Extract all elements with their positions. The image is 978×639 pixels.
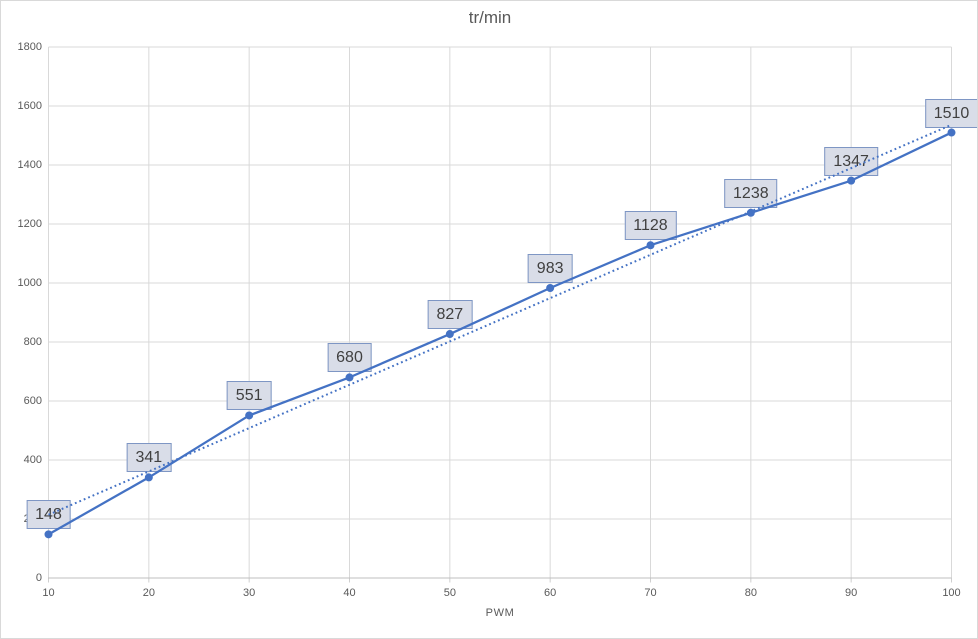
x-axis-tick-label: 50 — [443, 587, 456, 599]
x-axis-tick-label: 100 — [942, 587, 961, 599]
chart-title: tr/min — [468, 8, 512, 27]
data-label: 1128 — [624, 211, 677, 241]
x-axis-tick-label: 30 — [243, 587, 256, 599]
data-label: 983 — [527, 254, 573, 283]
x-axis-tick-label: 10 — [42, 587, 55, 599]
x-axis-title: PWM — [485, 607, 515, 619]
data-label: 1238 — [724, 178, 778, 208]
y-axis-tick-label: 1000 — [17, 276, 42, 289]
x-axis-tick-label: 80 — [744, 587, 757, 599]
y-axis-tick-label: 1600 — [17, 99, 42, 112]
data-label: 827 — [427, 300, 473, 330]
x-axis-tick-label: 70 — [644, 587, 657, 599]
y-axis-tick-label: 1200 — [17, 217, 42, 230]
x-axis-tick-label: 20 — [142, 587, 155, 599]
x-axis-tick-label: 40 — [343, 587, 356, 599]
data-label: 1510 — [924, 98, 977, 128]
data-label: 680 — [327, 343, 372, 373]
data-label: 551 — [226, 381, 272, 411]
y-axis-tick-label: 800 — [23, 335, 42, 348]
y-axis-tick-label: 1800 — [17, 40, 42, 53]
x-axis-tick-label: 60 — [544, 587, 557, 599]
data-label: 341 — [126, 443, 172, 473]
y-axis-tick-label: 400 — [23, 453, 42, 466]
y-axis-tick-label: 600 — [23, 394, 42, 407]
data-label: 1347 — [824, 146, 878, 176]
y-axis-tick-label: 0 — [35, 571, 42, 584]
data-label: 148 — [26, 500, 71, 530]
y-axis-tick-label: 1400 — [17, 158, 42, 171]
x-axis-tick-label: 90 — [845, 587, 858, 599]
